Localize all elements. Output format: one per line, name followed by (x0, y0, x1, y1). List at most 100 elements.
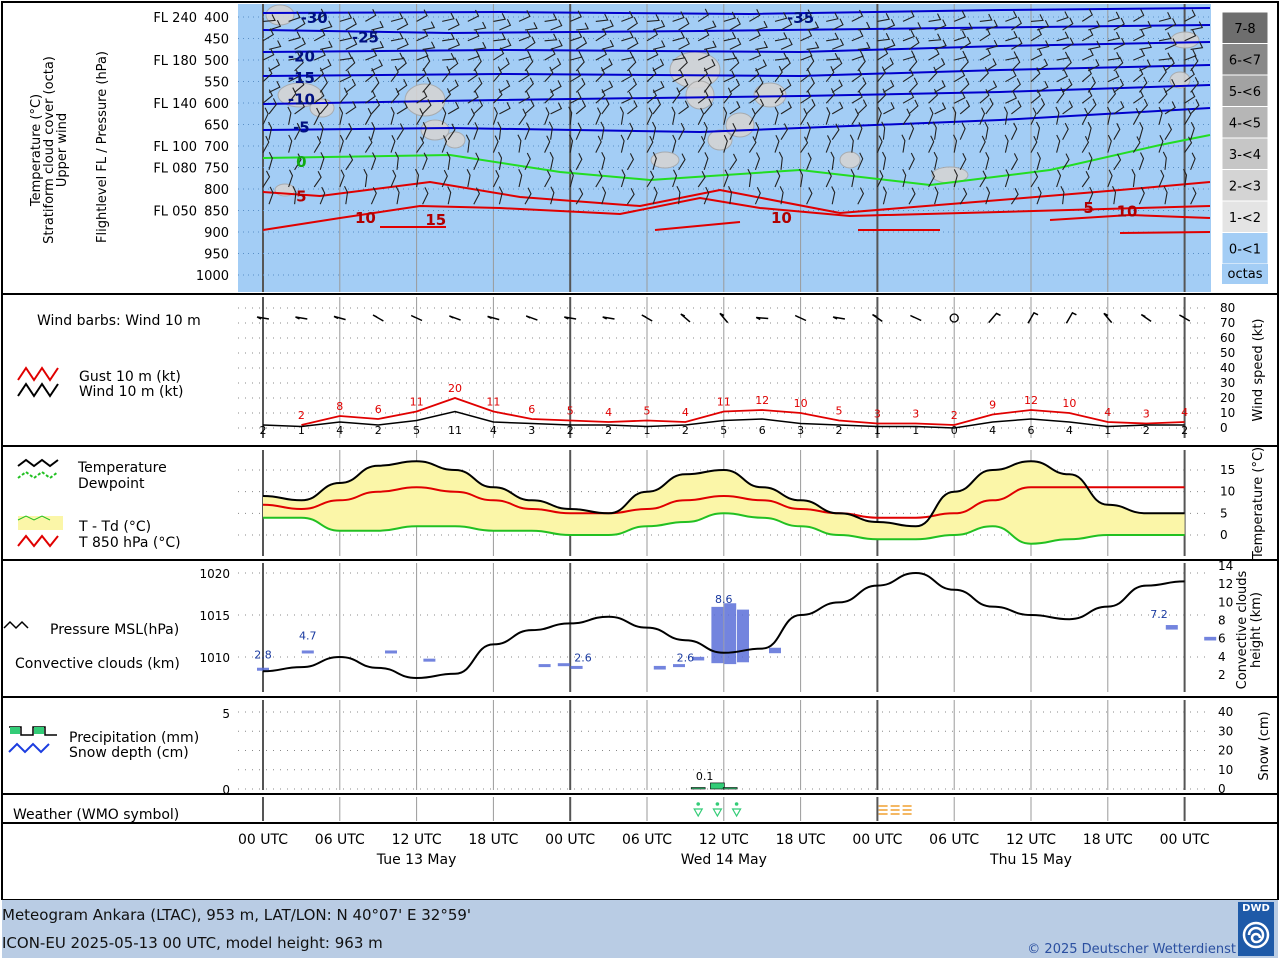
upper-wind-barb (959, 36, 972, 50)
upper-wind-barb (473, 152, 480, 171)
upper-wind-barb (390, 135, 396, 153)
wind-data-label: 2 (1181, 424, 1188, 437)
upper-wind-barb (774, 32, 788, 42)
upper-wind-barb (1164, 123, 1173, 140)
upper-wind-barb (678, 17, 690, 31)
upper-wind-barb (928, 66, 938, 83)
upper-wind-barb (595, 135, 602, 153)
upper-wind-barb (1158, 32, 1172, 42)
temp-legend-label: Temperature (77, 460, 167, 476)
upper-wind-barb (339, 11, 353, 22)
gust-data-label: 4 (682, 406, 689, 419)
upper-wind-barb (672, 169, 678, 188)
wind-barb-icon (487, 315, 500, 321)
precip-legend-swatch (9, 726, 57, 736)
cloud-legend-label: 7-8 (1234, 22, 1255, 37)
cloud-legend-swatch (1221, 169, 1269, 202)
upper-wind-barb (524, 22, 538, 31)
upper-wind-barb (1087, 76, 1096, 93)
upper-wind-barb (262, 48, 275, 61)
convective-cloud-bar (769, 647, 781, 654)
snow-legend-label: Snow depth (cm) (69, 745, 189, 761)
upper-wind-barb (646, 67, 657, 83)
upper-wind-barb (908, 22, 922, 31)
upper-wind-barb (703, 121, 708, 140)
upper-wind-barb (364, 136, 373, 153)
flight-level-label: FL 140 (153, 97, 197, 112)
upper-wind-barb (544, 47, 556, 61)
upper-wind-barb (774, 135, 780, 153)
wind-barb-icon (372, 314, 384, 322)
wind-data-label: 4 (1066, 424, 1073, 437)
conv-data-label: 2.6 (677, 651, 695, 664)
wind-data-label: 11 (448, 424, 462, 437)
shower-dot-icon (715, 802, 720, 806)
upper-wind-barb (620, 134, 625, 153)
upper-wind-barb (1164, 79, 1176, 93)
upper-wind-barb (902, 108, 911, 126)
upper-wind-barb (1184, 108, 1192, 125)
isotherm-line (262, 107, 1211, 133)
upper-wind-barb (447, 79, 459, 93)
upper-wind-barb (262, 89, 273, 104)
upper-wind-barb (1055, 106, 1060, 125)
wind-barb-icon (719, 312, 729, 324)
isotherm-label: -20 (288, 48, 315, 66)
gust-data-label: 6 (375, 403, 382, 416)
upper-wind-barb (754, 186, 761, 205)
wind-barb-icon (988, 312, 1001, 324)
isotherm-label: -35 (787, 9, 814, 27)
upper-wind-barb (646, 89, 657, 104)
upper-wind-barb (831, 101, 844, 115)
upper-wind-barb (876, 135, 883, 153)
upper-wind-barb (268, 20, 282, 31)
upper-wind-barb (370, 98, 381, 115)
upper-wind-barb (1030, 14, 1044, 22)
upper-wind-barb (595, 28, 607, 42)
upper-wind-barb (575, 122, 582, 140)
upper-wind-barb (723, 87, 733, 104)
upper-wind-barb (447, 18, 460, 31)
convective-cloud-bar (385, 650, 397, 654)
time-tick-label: 12 UTC (392, 832, 442, 848)
convective-cloud-bar (673, 664, 685, 668)
gust-data-label: 5 (567, 405, 574, 418)
upper-wind-barb (778, 151, 783, 170)
upper-wind-barb (262, 28, 275, 42)
upper-wind-barb (370, 121, 376, 140)
upper-wind-barb (1081, 107, 1089, 125)
upper-wind-barb (287, 106, 292, 125)
wind-barb-icon (333, 315, 346, 321)
cloud-cover-area (1169, 71, 1191, 89)
upper-wind-barb (774, 52, 788, 61)
upper-wind-barb (806, 41, 820, 50)
precip-bar (722, 787, 738, 790)
upper-wind-barb (908, 36, 920, 50)
upper-wind-barb (524, 187, 532, 205)
upper-wind-barb (396, 79, 408, 93)
upper-wind-barb (548, 121, 553, 140)
precip-legend-label: Precipitation (mm) (69, 730, 199, 746)
cloud-cover-area (265, 4, 295, 26)
upper-wind-barb (959, 187, 968, 205)
upper-wind-barb (985, 58, 997, 72)
upper-wind-barb (601, 39, 615, 50)
upper-wind-barb (363, 168, 368, 188)
upper-wind-barb (524, 36, 536, 50)
upper-wind-barb (749, 90, 760, 104)
upper-wind-barb (288, 134, 293, 153)
upper-wind-barb (1158, 52, 1172, 61)
cloud-cover-area (1170, 31, 1200, 49)
upper-air-title: Stratiform cloud cover (octa) (42, 56, 57, 244)
upper-wind-barb (774, 169, 781, 188)
upper-wind-barb (1107, 169, 1113, 188)
shower-triangle-icon (731, 808, 742, 818)
upper-wind-barb (268, 40, 282, 50)
wind-tick-label: 10 (1220, 406, 1235, 420)
upper-wind-barb (1158, 12, 1172, 22)
upper-wind-barb (339, 70, 352, 83)
gust-data-label: 11 (717, 396, 731, 409)
upper-wind-barb (883, 79, 895, 93)
upper-wind-barb (723, 52, 737, 61)
pressure-tick-label: 800 (204, 183, 229, 198)
